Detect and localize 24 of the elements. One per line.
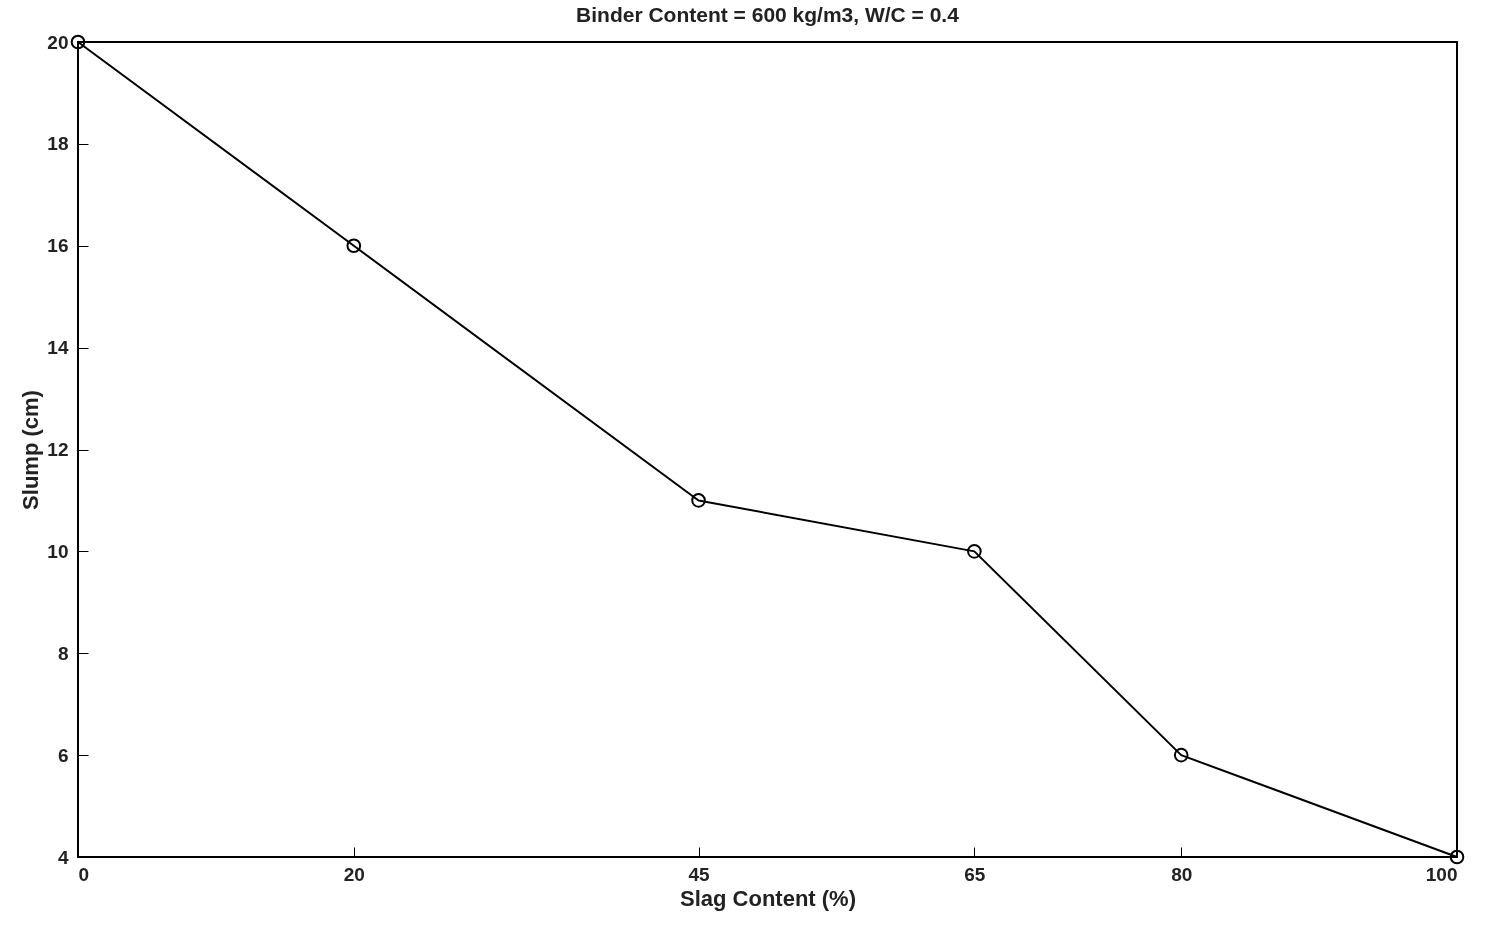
x-axis-title: Slag Content (%) — [680, 885, 856, 911]
y-axis-title: Slump (cm) — [18, 390, 44, 510]
point — [346, 238, 362, 254]
y-tick-label: 6 — [57, 744, 69, 766]
x-tick-label: 65 — [964, 863, 986, 885]
point — [691, 493, 706, 508]
x-tick-label: 45 — [688, 863, 711, 885]
point — [1173, 747, 1189, 763]
y-tick-label: 14 — [47, 337, 69, 359]
x-tick-label: 0 — [78, 863, 90, 885]
chart-title: Binder Content = 600 kg/m3, W/C = 0.4 — [576, 2, 960, 26]
y-tick-label: 20 — [47, 31, 69, 53]
point — [1449, 849, 1465, 865]
y-tick-label: 8 — [57, 642, 69, 664]
x-tick-label: 100 — [1425, 863, 1458, 885]
y-tick-label: 12 — [47, 439, 69, 460]
y-tick-label: 16 — [47, 235, 69, 257]
point — [70, 34, 86, 50]
y-tick-label: 10 — [47, 540, 69, 562]
y-tick-label: 18 — [47, 133, 69, 155]
y-tick-label: 4 — [57, 846, 69, 868]
x-tick-label: 80 — [1171, 863, 1193, 885]
x-tick-label: 20 — [343, 863, 365, 885]
point — [967, 544, 982, 559]
